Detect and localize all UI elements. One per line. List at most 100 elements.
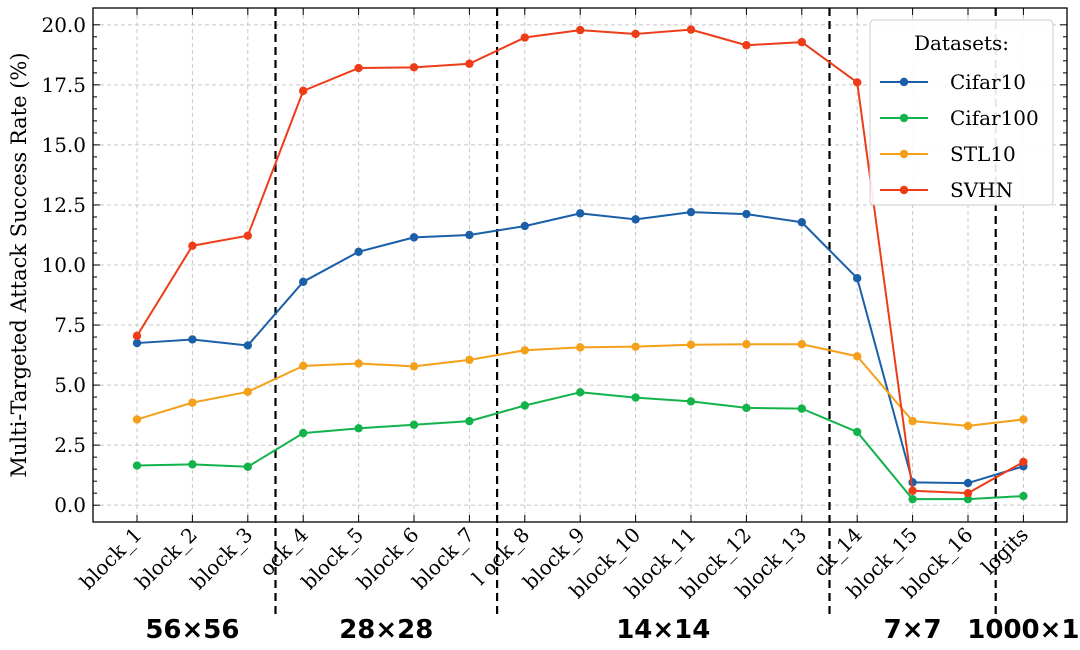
data-point (188, 460, 197, 469)
data-point (465, 230, 474, 240)
data-point (132, 461, 142, 470)
data-point (354, 247, 363, 256)
data-point (409, 362, 419, 371)
data-point (686, 207, 696, 217)
data-point (465, 59, 474, 68)
data-point (963, 478, 973, 488)
data-point (354, 63, 363, 73)
data-point (742, 340, 751, 349)
data-point (409, 420, 419, 429)
y-tick-label: 5.0 (54, 373, 86, 397)
legend-title: Datasets: (914, 31, 1009, 55)
data-point (686, 25, 696, 34)
data-point (243, 387, 252, 397)
data-point (631, 215, 640, 224)
y-tick-label: 2.5 (54, 433, 86, 457)
plot-frame (92, 7, 1068, 523)
legend: Datasets: Cifar10 Cifar100 STL10 SVHN (869, 19, 1054, 206)
x-tick-label: logits (976, 523, 1033, 580)
data-point (520, 221, 529, 231)
data-point (963, 494, 973, 504)
x-tick-label: block_3 (186, 523, 258, 595)
data-point (963, 421, 973, 431)
data-point (132, 338, 142, 348)
data-point (742, 209, 751, 219)
data-point (409, 63, 419, 72)
y-tick-label: 15.0 (41, 133, 86, 157)
data-point (520, 33, 529, 42)
data-point (797, 37, 806, 47)
data-point (576, 25, 585, 35)
y-tick-label: 7.5 (54, 313, 86, 337)
legend-label: Cifar10 (950, 70, 1026, 94)
legend-label: SVHN (950, 178, 1013, 202)
y-tick-label: 12.5 (41, 193, 86, 217)
data-point (576, 343, 585, 352)
data-point (243, 231, 252, 240)
data-point (188, 398, 197, 407)
series-svhn (132, 25, 1028, 498)
data-point (465, 416, 474, 426)
legend-box (869, 19, 1054, 206)
data-point (908, 494, 917, 504)
group-label: 14×14 (616, 615, 710, 645)
data-point (1019, 491, 1028, 501)
data-point (132, 415, 142, 424)
data-point (742, 403, 751, 413)
legend-label: STL10 (950, 142, 1016, 166)
data-point (631, 342, 640, 351)
data-point (1019, 415, 1028, 424)
data-point (686, 397, 696, 406)
group-label: 56×56 (145, 615, 239, 645)
data-point (742, 41, 751, 50)
data-point (299, 86, 308, 96)
legend-swatch-marker (899, 113, 909, 123)
group-label: 1000×1 (967, 615, 1079, 645)
data-point (465, 355, 474, 365)
data-point (299, 277, 308, 287)
data-point (797, 218, 806, 227)
data-point (853, 352, 862, 361)
legend-label: Cifar100 (950, 106, 1039, 130)
data-point (853, 427, 862, 437)
data-point (853, 78, 862, 87)
group-label: 7×7 (884, 615, 942, 645)
data-point (908, 416, 917, 426)
data-point (686, 340, 696, 349)
legend-swatch-marker (899, 185, 909, 195)
data-point (797, 340, 806, 349)
legend-swatch-marker (899, 149, 909, 159)
data-point (1019, 457, 1028, 467)
data-point (188, 241, 197, 250)
data-point (797, 404, 806, 413)
y-tick-label: 0.0 (54, 493, 86, 517)
data-point (299, 428, 308, 438)
series-cifar100 (132, 388, 1028, 504)
data-point (188, 335, 197, 344)
series-stl10 (132, 340, 1028, 431)
y-tick-label: 17.5 (41, 73, 86, 97)
data-point (631, 29, 640, 39)
data-point (354, 359, 363, 368)
data-point (631, 393, 640, 402)
y-tick-label: 10.0 (41, 253, 86, 277)
x-tick-label: block_7 (407, 523, 479, 595)
data-point (908, 486, 917, 495)
y-axis-label: Multi-Targeted Attack Success Rate (%) (7, 52, 31, 477)
data-point (243, 341, 252, 350)
data-point (963, 488, 973, 498)
data-point (520, 401, 529, 410)
data-point (132, 331, 142, 341)
data-point (853, 274, 862, 283)
data-point (354, 424, 363, 433)
data-point (576, 388, 585, 397)
series-cifar10 (132, 207, 1028, 488)
data-point (299, 361, 308, 371)
data-point (243, 462, 252, 471)
data-point (520, 346, 529, 355)
data-point (409, 233, 419, 242)
data-point (576, 209, 585, 218)
group-label: 28×28 (339, 615, 433, 645)
